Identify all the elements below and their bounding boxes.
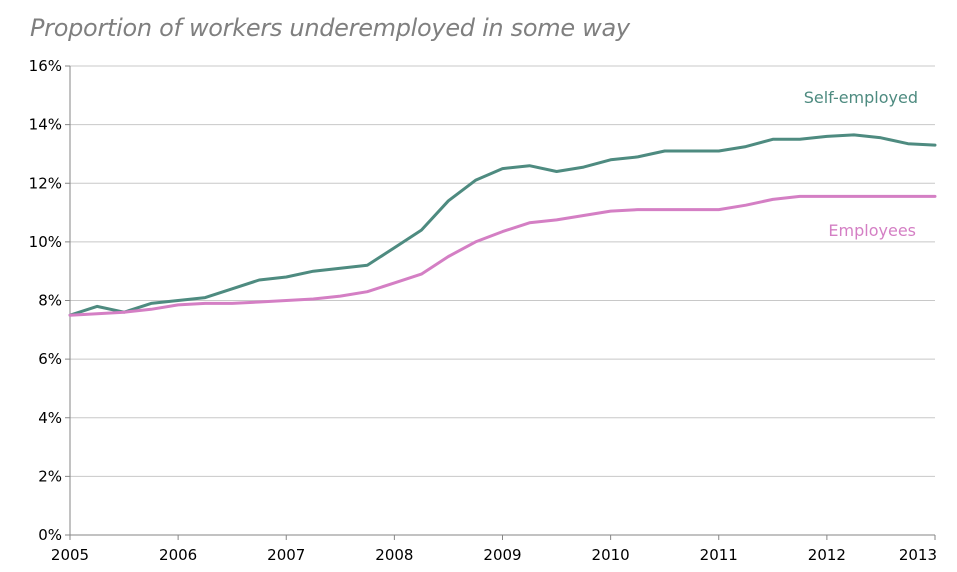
series-line-employees: [68, 194, 937, 317]
chart-title: Proportion of workers underemployed in s…: [30, 14, 630, 42]
axes: 0% 2% 4% 6% 8% 10% 12% 14% 16% 2005 2006 2007 2008 20…: [29, 57, 937, 564]
x-tick-label: 2013: [899, 546, 937, 564]
y-tick-label: 4%: [38, 409, 62, 427]
x-tick-label: 2006: [159, 546, 197, 564]
series-label-employees: Employees: [828, 221, 916, 240]
y-tick-label: 10%: [29, 233, 62, 251]
x-tick-label: 2008: [375, 546, 413, 564]
series-label-self-employed: Self-employed: [804, 88, 918, 107]
x-tick-label: 2011: [700, 546, 738, 564]
x-tick-label: 2012: [808, 546, 846, 564]
series-lines: [68, 133, 937, 317]
y-tick-label: 8%: [38, 292, 62, 310]
series-labels: Self-employed Employees: [804, 88, 918, 240]
y-tick-label: 16%: [29, 57, 62, 75]
x-tick-label: 2007: [267, 546, 305, 564]
y-tick-label: 2%: [38, 467, 62, 485]
y-tick-label: 12%: [29, 174, 62, 192]
x-tick-label: 2005: [51, 546, 89, 564]
y-tick-label: 0%: [38, 526, 62, 544]
x-tick-label: 2009: [483, 546, 521, 564]
gridlines: [70, 65, 935, 477]
y-tick-label: 14%: [29, 116, 62, 134]
y-tick-label: 6%: [38, 350, 62, 368]
x-tick-label: 2010: [592, 546, 630, 564]
series-line-self-employed: [68, 133, 937, 317]
